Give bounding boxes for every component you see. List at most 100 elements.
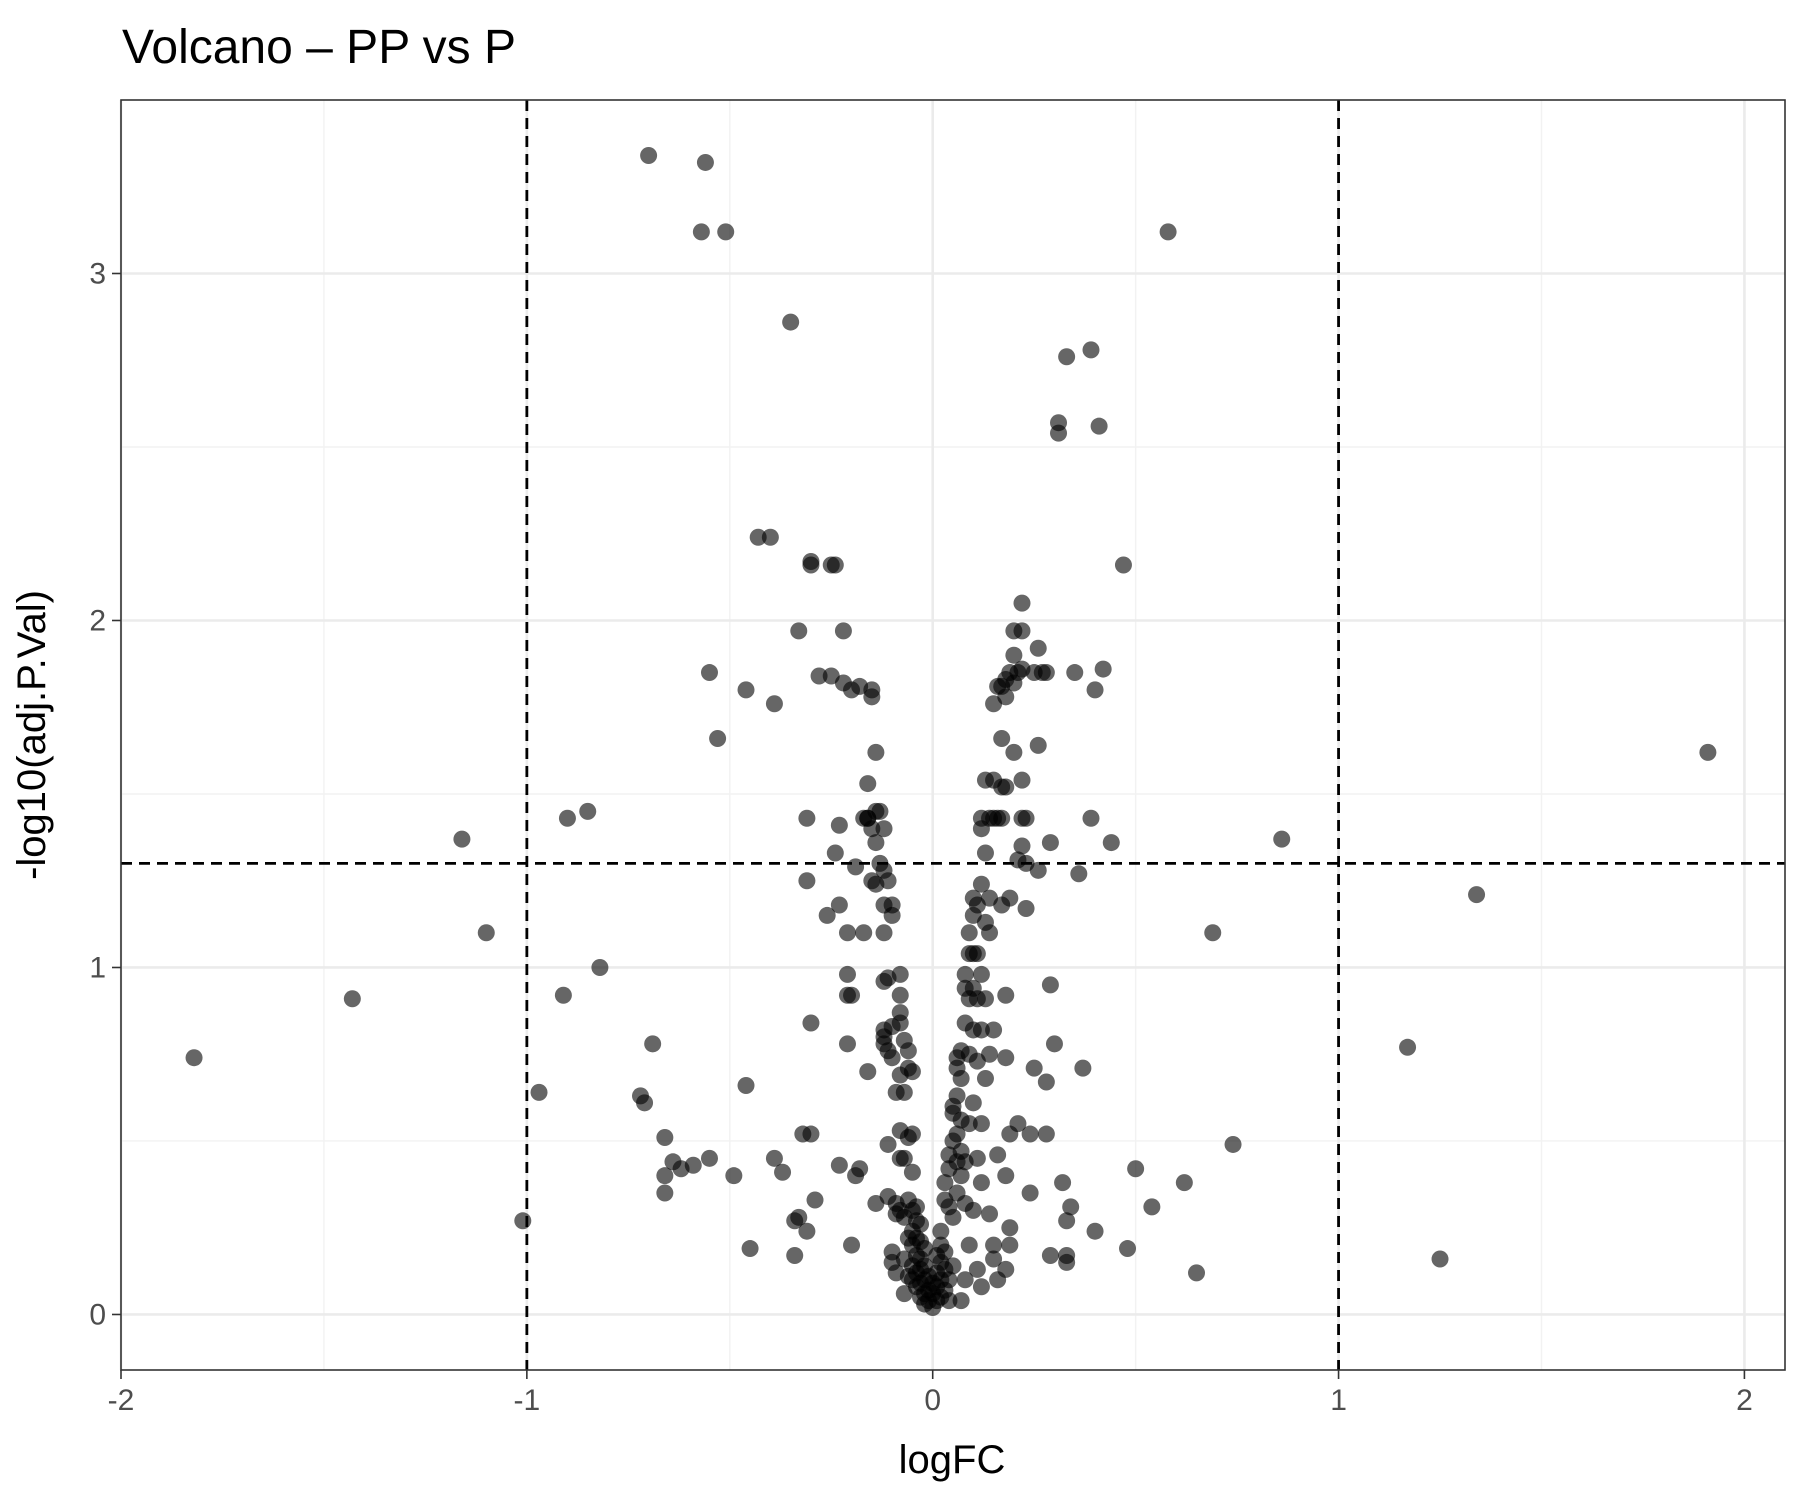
data-point (936, 1174, 954, 1192)
data-point (871, 802, 889, 820)
y-tick-label: 3 (89, 257, 106, 290)
data-point (1045, 1035, 1063, 1053)
x-tick-label: -2 (108, 1384, 135, 1417)
y-axis: 0 1 2 3 (89, 257, 121, 1331)
x-tick-label: 1 (1330, 1384, 1347, 1417)
data-point (952, 1292, 970, 1310)
data-point (964, 1094, 982, 1112)
data-point (802, 556, 820, 574)
data-point (907, 1198, 925, 1216)
data-point (1013, 622, 1031, 640)
data-point (936, 1243, 954, 1261)
data-point (972, 1174, 990, 1192)
data-point (1082, 809, 1100, 827)
data-point (997, 1167, 1015, 1185)
data-point (838, 965, 856, 983)
data-point (944, 1208, 962, 1226)
data-point (1086, 1222, 1104, 1240)
data-point (891, 965, 909, 983)
data-point (883, 906, 901, 924)
data-point (944, 1257, 962, 1275)
data-point (761, 528, 779, 546)
data-point (830, 896, 848, 914)
data-point (1204, 924, 1222, 942)
x-tick-label: 0 (924, 1384, 941, 1417)
data-point (847, 858, 865, 876)
data-point (818, 906, 836, 924)
y-tick-label: 2 (89, 604, 106, 637)
data-point (558, 809, 576, 827)
data-point (554, 986, 572, 1004)
data-point (798, 1222, 816, 1240)
data-point (1054, 1174, 1072, 1192)
data-point (1001, 889, 1019, 907)
data-point (855, 924, 873, 942)
data-point (985, 1250, 1003, 1268)
data-point (879, 1135, 897, 1153)
data-point (765, 1149, 783, 1167)
data-point (859, 775, 877, 793)
data-point (948, 1087, 966, 1105)
data-point (997, 986, 1015, 1004)
x-axis: -2 -1 0 1 2 (108, 1370, 1753, 1417)
data-point (477, 924, 495, 942)
minor-gridlines (121, 100, 1785, 1370)
data-point (981, 1205, 999, 1223)
data-point (968, 945, 986, 963)
data-point (956, 1271, 974, 1289)
data-point (997, 1260, 1015, 1278)
data-point (976, 990, 994, 1008)
data-point (972, 875, 990, 893)
data-point (798, 872, 816, 890)
data-point (1013, 771, 1031, 789)
data-point (830, 816, 848, 834)
data-point (790, 1208, 808, 1226)
data-point (530, 1083, 548, 1101)
data-point (948, 1125, 966, 1143)
data-point (1001, 1236, 1019, 1254)
data-point (875, 924, 893, 942)
data-point (875, 820, 893, 838)
data-point (1188, 1264, 1206, 1282)
data-point (1070, 865, 1088, 883)
data-point (453, 830, 471, 848)
data-point (717, 223, 735, 241)
data-point (1399, 1038, 1417, 1056)
data-point (952, 1070, 970, 1088)
data-point (1119, 1240, 1137, 1258)
data-point (1062, 1198, 1080, 1216)
data-point (895, 1083, 913, 1101)
data-point (1025, 1059, 1043, 1077)
data-point (1021, 1125, 1039, 1143)
data-point (972, 1021, 990, 1039)
data-point (1005, 743, 1023, 761)
data-point (765, 695, 783, 713)
data-point (1094, 660, 1112, 678)
data-point (1127, 1160, 1145, 1178)
data-point (903, 1163, 921, 1181)
data-point (838, 1035, 856, 1053)
data-point (656, 1184, 674, 1202)
data-point (964, 1201, 982, 1219)
data-point (940, 1292, 958, 1310)
data-point (940, 1271, 958, 1289)
data-point (514, 1212, 532, 1230)
data-point (985, 1236, 1003, 1254)
data-point (1058, 1212, 1076, 1230)
data-point (1041, 1246, 1059, 1264)
data-point (636, 1094, 654, 1112)
data-point (932, 1222, 950, 1240)
data-point (1143, 1198, 1161, 1216)
data-point (972, 1278, 990, 1296)
data-point (993, 809, 1011, 827)
data-point (1009, 1115, 1027, 1133)
data-point (1699, 743, 1717, 761)
data-point (1001, 1219, 1019, 1237)
data-point (1037, 664, 1055, 682)
data-point (895, 1149, 913, 1167)
data-point (1005, 646, 1023, 664)
data-point (912, 1215, 930, 1233)
data-point (656, 1167, 674, 1185)
data-point (972, 965, 990, 983)
